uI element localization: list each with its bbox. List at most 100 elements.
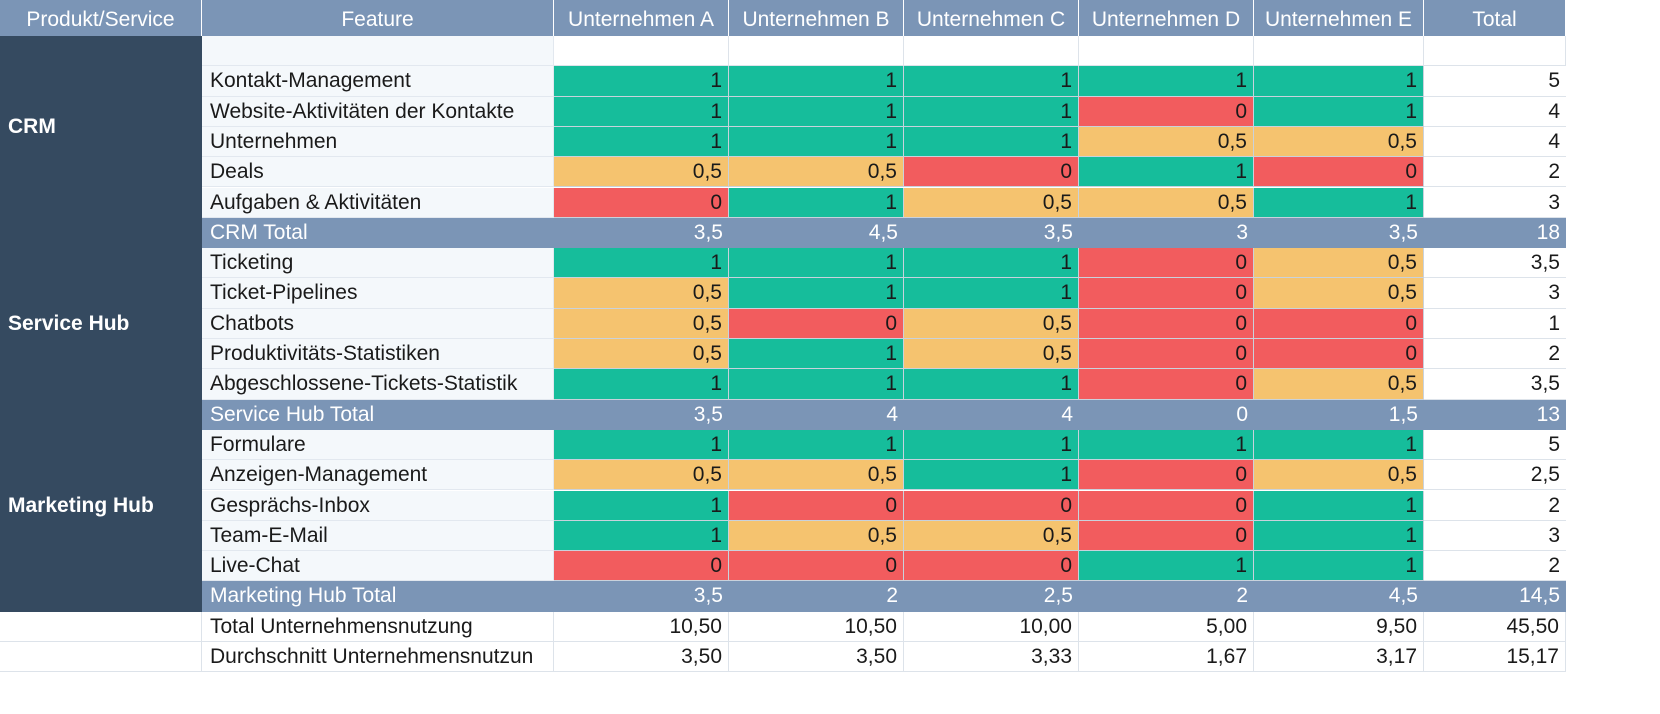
row-total[interactable]: 3: [1424, 278, 1566, 309]
blank-cell[interactable]: [1079, 36, 1254, 67]
subtotal-label[interactable]: CRM Total: [202, 217, 554, 249]
blank-cell[interactable]: [554, 36, 729, 67]
score-cell[interactable]: 1: [554, 66, 729, 97]
score-cell[interactable]: 0,5: [1254, 126, 1424, 158]
row-total[interactable]: 5: [1424, 429, 1566, 461]
score-cell[interactable]: 0,5: [1254, 460, 1424, 491]
summary-label[interactable]: Durchschnitt Unternehmensnutzun: [202, 642, 554, 673]
header-company[interactable]: Unternehmen A: [554, 0, 729, 40]
subtotal-value[interactable]: 2,5: [904, 581, 1079, 612]
score-cell[interactable]: 0,5: [1079, 187, 1254, 218]
score-cell[interactable]: 1: [1079, 66, 1254, 97]
score-cell[interactable]: 0,5: [554, 339, 729, 370]
score-cell[interactable]: 1: [1254, 429, 1424, 461]
feature-name[interactable]: Team-E-Mail: [202, 520, 554, 552]
score-cell[interactable]: 1: [1254, 187, 1424, 218]
blank-cell[interactable]: [0, 611, 202, 642]
feature-name[interactable]: Deals: [202, 157, 554, 188]
feature-name[interactable]: Anzeigen-Management: [202, 460, 554, 491]
score-cell[interactable]: 0: [554, 551, 729, 582]
score-cell[interactable]: 1: [1254, 96, 1424, 127]
score-cell[interactable]: 1: [554, 96, 729, 127]
subtotal-value[interactable]: 3,5: [554, 217, 729, 249]
subtotal-total[interactable]: 14,5: [1424, 581, 1566, 612]
score-cell[interactable]: 1: [729, 126, 904, 158]
score-cell[interactable]: 0: [729, 308, 904, 339]
row-total[interactable]: 2: [1424, 339, 1566, 370]
score-cell[interactable]: 1: [1254, 551, 1424, 582]
header-company[interactable]: Unternehmen C: [904, 0, 1079, 40]
score-cell[interactable]: 0: [729, 490, 904, 521]
score-cell[interactable]: 0,5: [554, 278, 729, 309]
feature-name[interactable]: Ticketing: [202, 248, 554, 279]
feature-name[interactable]: Abgeschlossene-Tickets-Statistik: [202, 369, 554, 400]
score-cell[interactable]: 0: [1254, 157, 1424, 188]
summary-value[interactable]: 3,50: [729, 642, 904, 673]
score-cell[interactable]: 1: [1254, 490, 1424, 521]
subtotal-label[interactable]: Marketing Hub Total: [202, 581, 554, 612]
score-cell[interactable]: 1: [904, 369, 1079, 400]
score-cell[interactable]: 0: [1254, 339, 1424, 370]
summary-value[interactable]: 1,67: [1079, 642, 1254, 673]
score-cell[interactable]: 1: [554, 369, 729, 400]
score-cell[interactable]: 1: [904, 66, 1079, 97]
subtotal-value[interactable]: 0: [1079, 399, 1254, 430]
score-cell[interactable]: 1: [904, 96, 1079, 127]
score-cell[interactable]: 1: [729, 369, 904, 400]
score-cell[interactable]: 0,5: [554, 308, 729, 339]
score-cell[interactable]: 0,5: [904, 187, 1079, 218]
row-total[interactable]: 3,5: [1424, 248, 1566, 279]
header-company[interactable]: Unternehmen D: [1079, 0, 1254, 40]
summary-label[interactable]: Total Unternehmensnutzung: [202, 611, 554, 642]
score-cell[interactable]: 1: [904, 126, 1079, 158]
feature-name[interactable]: Live-Chat: [202, 551, 554, 582]
summary-total[interactable]: 15,17: [1424, 642, 1566, 673]
score-cell[interactable]: 0: [1079, 460, 1254, 491]
header-company[interactable]: Unternehmen E: [1254, 0, 1424, 40]
summary-value[interactable]: 10,00: [904, 611, 1079, 642]
summary-value[interactable]: 3,17: [1254, 642, 1424, 673]
subtotal-value[interactable]: 4: [904, 399, 1079, 430]
row-total[interactable]: 3: [1424, 520, 1566, 552]
row-total[interactable]: 2: [1424, 551, 1566, 582]
score-cell[interactable]: 0: [1079, 339, 1254, 370]
header-feature[interactable]: Feature: [202, 0, 554, 40]
subtotal-value[interactable]: 4: [729, 399, 904, 430]
header-company[interactable]: Unternehmen B: [729, 0, 904, 40]
subtotal-total[interactable]: 13: [1424, 399, 1566, 430]
feature-name[interactable]: Unternehmen: [202, 126, 554, 158]
score-cell[interactable]: 1: [1254, 520, 1424, 552]
score-cell[interactable]: 1: [729, 96, 904, 127]
score-cell[interactable]: 1: [729, 278, 904, 309]
summary-value[interactable]: 3,50: [554, 642, 729, 673]
score-cell[interactable]: 0: [729, 551, 904, 582]
score-cell[interactable]: 0,5: [904, 308, 1079, 339]
score-cell[interactable]: 0,5: [729, 460, 904, 491]
subtotal-value[interactable]: 2: [1079, 581, 1254, 612]
score-cell[interactable]: 1: [1079, 429, 1254, 461]
summary-value[interactable]: 9,50: [1254, 611, 1424, 642]
score-cell[interactable]: 1: [1079, 157, 1254, 188]
subtotal-label[interactable]: Service Hub Total: [202, 399, 554, 430]
summary-value[interactable]: 10,50: [554, 611, 729, 642]
score-cell[interactable]: 1: [554, 248, 729, 279]
score-cell[interactable]: 0: [1079, 520, 1254, 552]
row-total[interactable]: 5: [1424, 66, 1566, 97]
blank-cell[interactable]: [1254, 36, 1424, 67]
blank-cell[interactable]: [0, 642, 202, 673]
blank-cell[interactable]: [729, 36, 904, 67]
subtotal-value[interactable]: 2: [729, 581, 904, 612]
score-cell[interactable]: 0: [904, 551, 1079, 582]
score-cell[interactable]: 0: [1079, 278, 1254, 309]
subtotal-value[interactable]: 3,5: [904, 217, 1079, 249]
row-total[interactable]: 2: [1424, 490, 1566, 521]
summary-value[interactable]: 10,50: [729, 611, 904, 642]
row-total[interactable]: 2,5: [1424, 460, 1566, 491]
feature-name[interactable]: Kontakt-Management: [202, 66, 554, 97]
score-cell[interactable]: 1: [554, 126, 729, 158]
score-cell[interactable]: 0: [1079, 248, 1254, 279]
score-cell[interactable]: 0,5: [729, 520, 904, 552]
subtotal-value[interactable]: 3,5: [554, 581, 729, 612]
score-cell[interactable]: 0,5: [904, 520, 1079, 552]
subtotal-value[interactable]: 4,5: [729, 217, 904, 249]
